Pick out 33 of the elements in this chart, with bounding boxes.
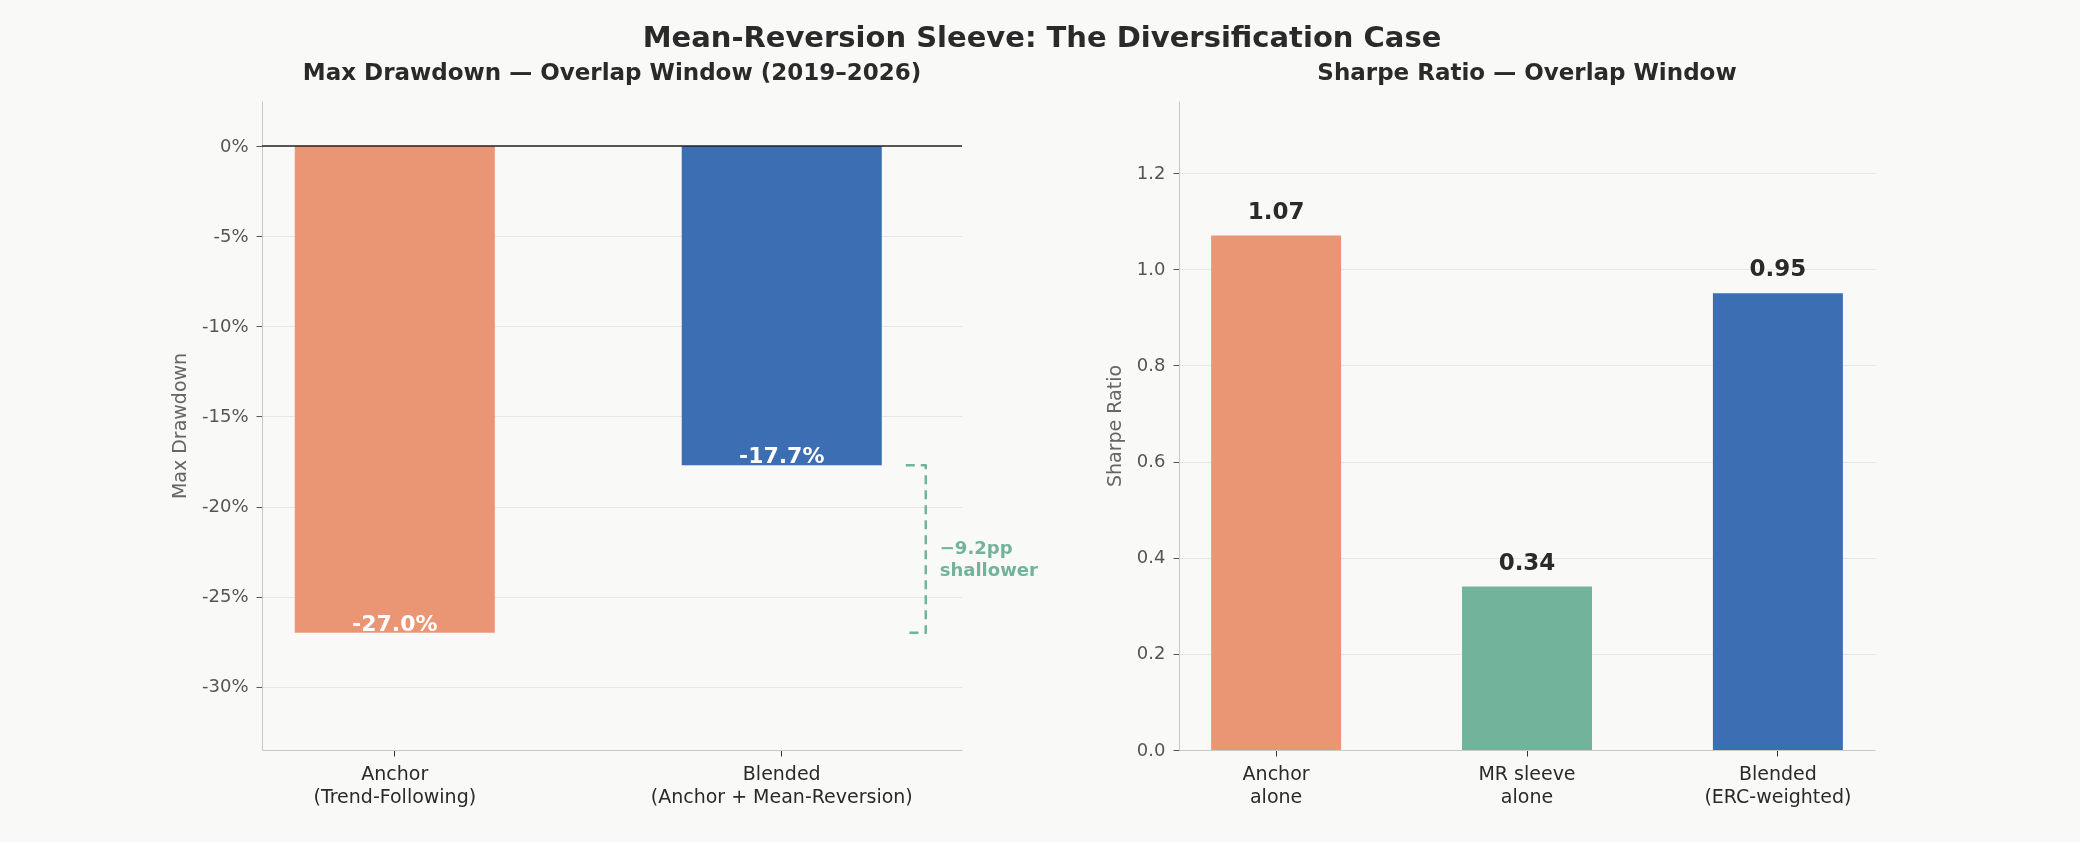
y-tick-label: 0.2 [1136,642,1166,664]
data-label: -17.7% [739,443,825,469]
y-tick-label: -15% [201,404,249,426]
chart-title: Max Drawdown — Overlap Window (2019–2026) [302,59,922,85]
y-axis-title: Sharpe Ratio [1102,364,1125,488]
y-tick-label: 0.0 [1136,738,1166,760]
y-tick-label: 0% [219,134,249,156]
y-axis-title: Max Drawdown [168,352,190,500]
y-tick-label: 1.2 [1136,161,1166,183]
data-label: 0.34 [1498,548,1556,575]
x-tick-label: Anchor alone [1242,761,1310,807]
bar [1712,293,1843,750]
y-tick-label: 1.0 [1136,257,1166,279]
data-label: -27.0% [352,610,438,636]
y-tick-label: -5% [213,224,249,246]
bar [1211,235,1342,750]
data-label: 0.95 [1749,255,1807,282]
text: Mean-Reversion Sleeve: The Diversification Case [642,20,1442,54]
x-tick-label: Blended (Anchor + Mean-Reversion) [650,761,913,807]
chart-title: Sharpe Ratio — Overlap Window [1317,59,1737,85]
annotation: −9.2pp shallower [939,536,1038,580]
y-tick-label: 0.8 [1136,353,1166,375]
y-tick-label: 0.4 [1136,546,1166,568]
x-tick-label: Anchor (Trend-Following) [313,761,477,807]
bar [1462,586,1592,750]
x-tick-label: MR sleeve alone [1478,761,1576,807]
y-tick-label: -30% [201,675,249,697]
y-tick-label: 0.6 [1136,450,1166,472]
y-tick-label: -10% [201,314,249,336]
data-label: 1.07 [1247,197,1305,224]
y-tick-label: -25% [201,585,249,607]
y-tick-label: -20% [201,495,249,517]
x-tick-label: Blended (ERC-weighted) [1704,761,1852,807]
